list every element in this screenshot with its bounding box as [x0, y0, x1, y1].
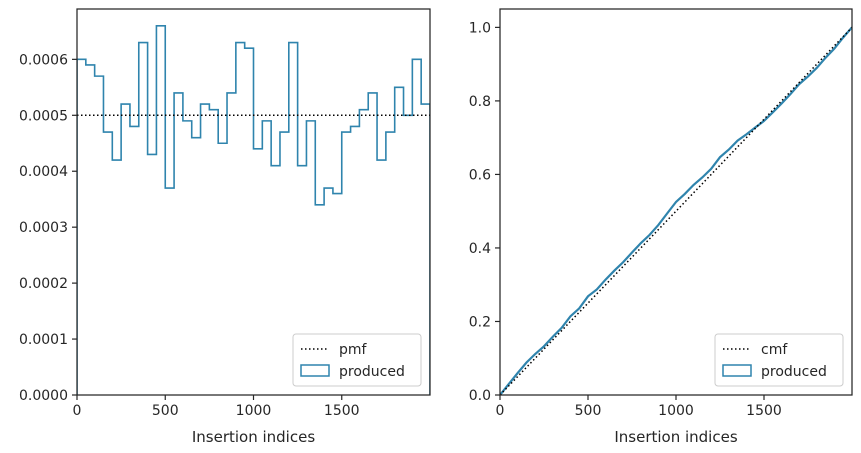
pmf-legend: pmf produced: [292, 333, 422, 387]
cmf-axes-frame: [499, 8, 853, 396]
pmf-produced-histogram: [77, 24, 430, 395]
pmf-y-tick-label: 0.0002: [19, 276, 68, 292]
pmf-plot-area: [77, 24, 430, 395]
cmf-legend-swatch-produced: [722, 364, 752, 377]
pmf-x-axis: 0 500 1000 1500: [73, 395, 360, 419]
cmf-x-tick-label: 500: [575, 403, 602, 419]
pmf-y-tick-label: 0.0000: [19, 388, 68, 404]
pmf-y-tick-label: 0.0006: [19, 52, 68, 68]
cmf-chart: 0 500 1000 1500 0.0 0.2 0.4 0.6 0.8 1.0 Insertio…: [469, 8, 853, 446]
cmf-legend: cmf produced: [714, 333, 844, 387]
pmf-legend-swatch-produced: [300, 364, 330, 377]
pmf-chart: 0 500 1000 1500 0.00000.00010.00020.00030.0…: [19, 8, 431, 446]
pmf-axes-frame: [76, 8, 431, 396]
pmf-x-tick-label: 1000: [236, 403, 272, 419]
pmf-legend-label-pmf: pmf: [339, 342, 368, 358]
cmf-reference-line: [500, 26, 852, 395]
cmf-y-axis: 0.0 0.2 0.4 0.6 0.8 1.0: [469, 20, 500, 404]
cmf-legend-label-produced: produced: [761, 364, 827, 380]
cmf-x-tick-label: 1500: [746, 403, 782, 419]
cmf-x-tick-label: 0: [496, 403, 505, 419]
cmf-produced-line: [500, 26, 852, 395]
cmf-legend-label-cmf: cmf: [761, 342, 788, 358]
cmf-y-tick-label: 0.2: [469, 314, 491, 330]
pmf-x-tick-label: 500: [152, 403, 179, 419]
pmf-x-tick-label: 1500: [324, 403, 360, 419]
pmf-x-tick-label: 0: [73, 403, 82, 419]
cmf-y-tick-label: 0.4: [469, 241, 491, 257]
pmf-legend-label-produced: produced: [339, 364, 405, 380]
cmf-y-tick-label: 1.0: [469, 20, 491, 36]
pmf-y-axis: 0.0000 0.0001 0.0002 0.0003 0.0004 0.0005 0.00…: [19, 52, 77, 404]
pmf-x-axis-label: Insertion indices: [192, 428, 315, 446]
cmf-plot-area: [500, 26, 852, 395]
cmf-legend-box: [714, 333, 844, 387]
cmf-y-tick-label: 0.6: [469, 167, 491, 183]
cmf-x-axis: 0 500 1000 1500: [496, 395, 782, 419]
cmf-y-tick-label: 0.8: [469, 94, 491, 110]
pmf-y-tick-label: 0.0004: [19, 164, 68, 180]
pmf-legend-box: [292, 333, 422, 387]
cmf-x-tick-label: 1000: [658, 403, 694, 419]
pmf-y-tick-label: 0.0003: [19, 220, 68, 236]
pmf-y-tick-label: 0.0001: [19, 332, 68, 348]
cmf-x-axis-label: Insertion indices: [614, 428, 737, 446]
pmf-y-tick-label: 0.0005: [19, 108, 68, 124]
cmf-y-tick-label: 0.0: [469, 388, 491, 404]
